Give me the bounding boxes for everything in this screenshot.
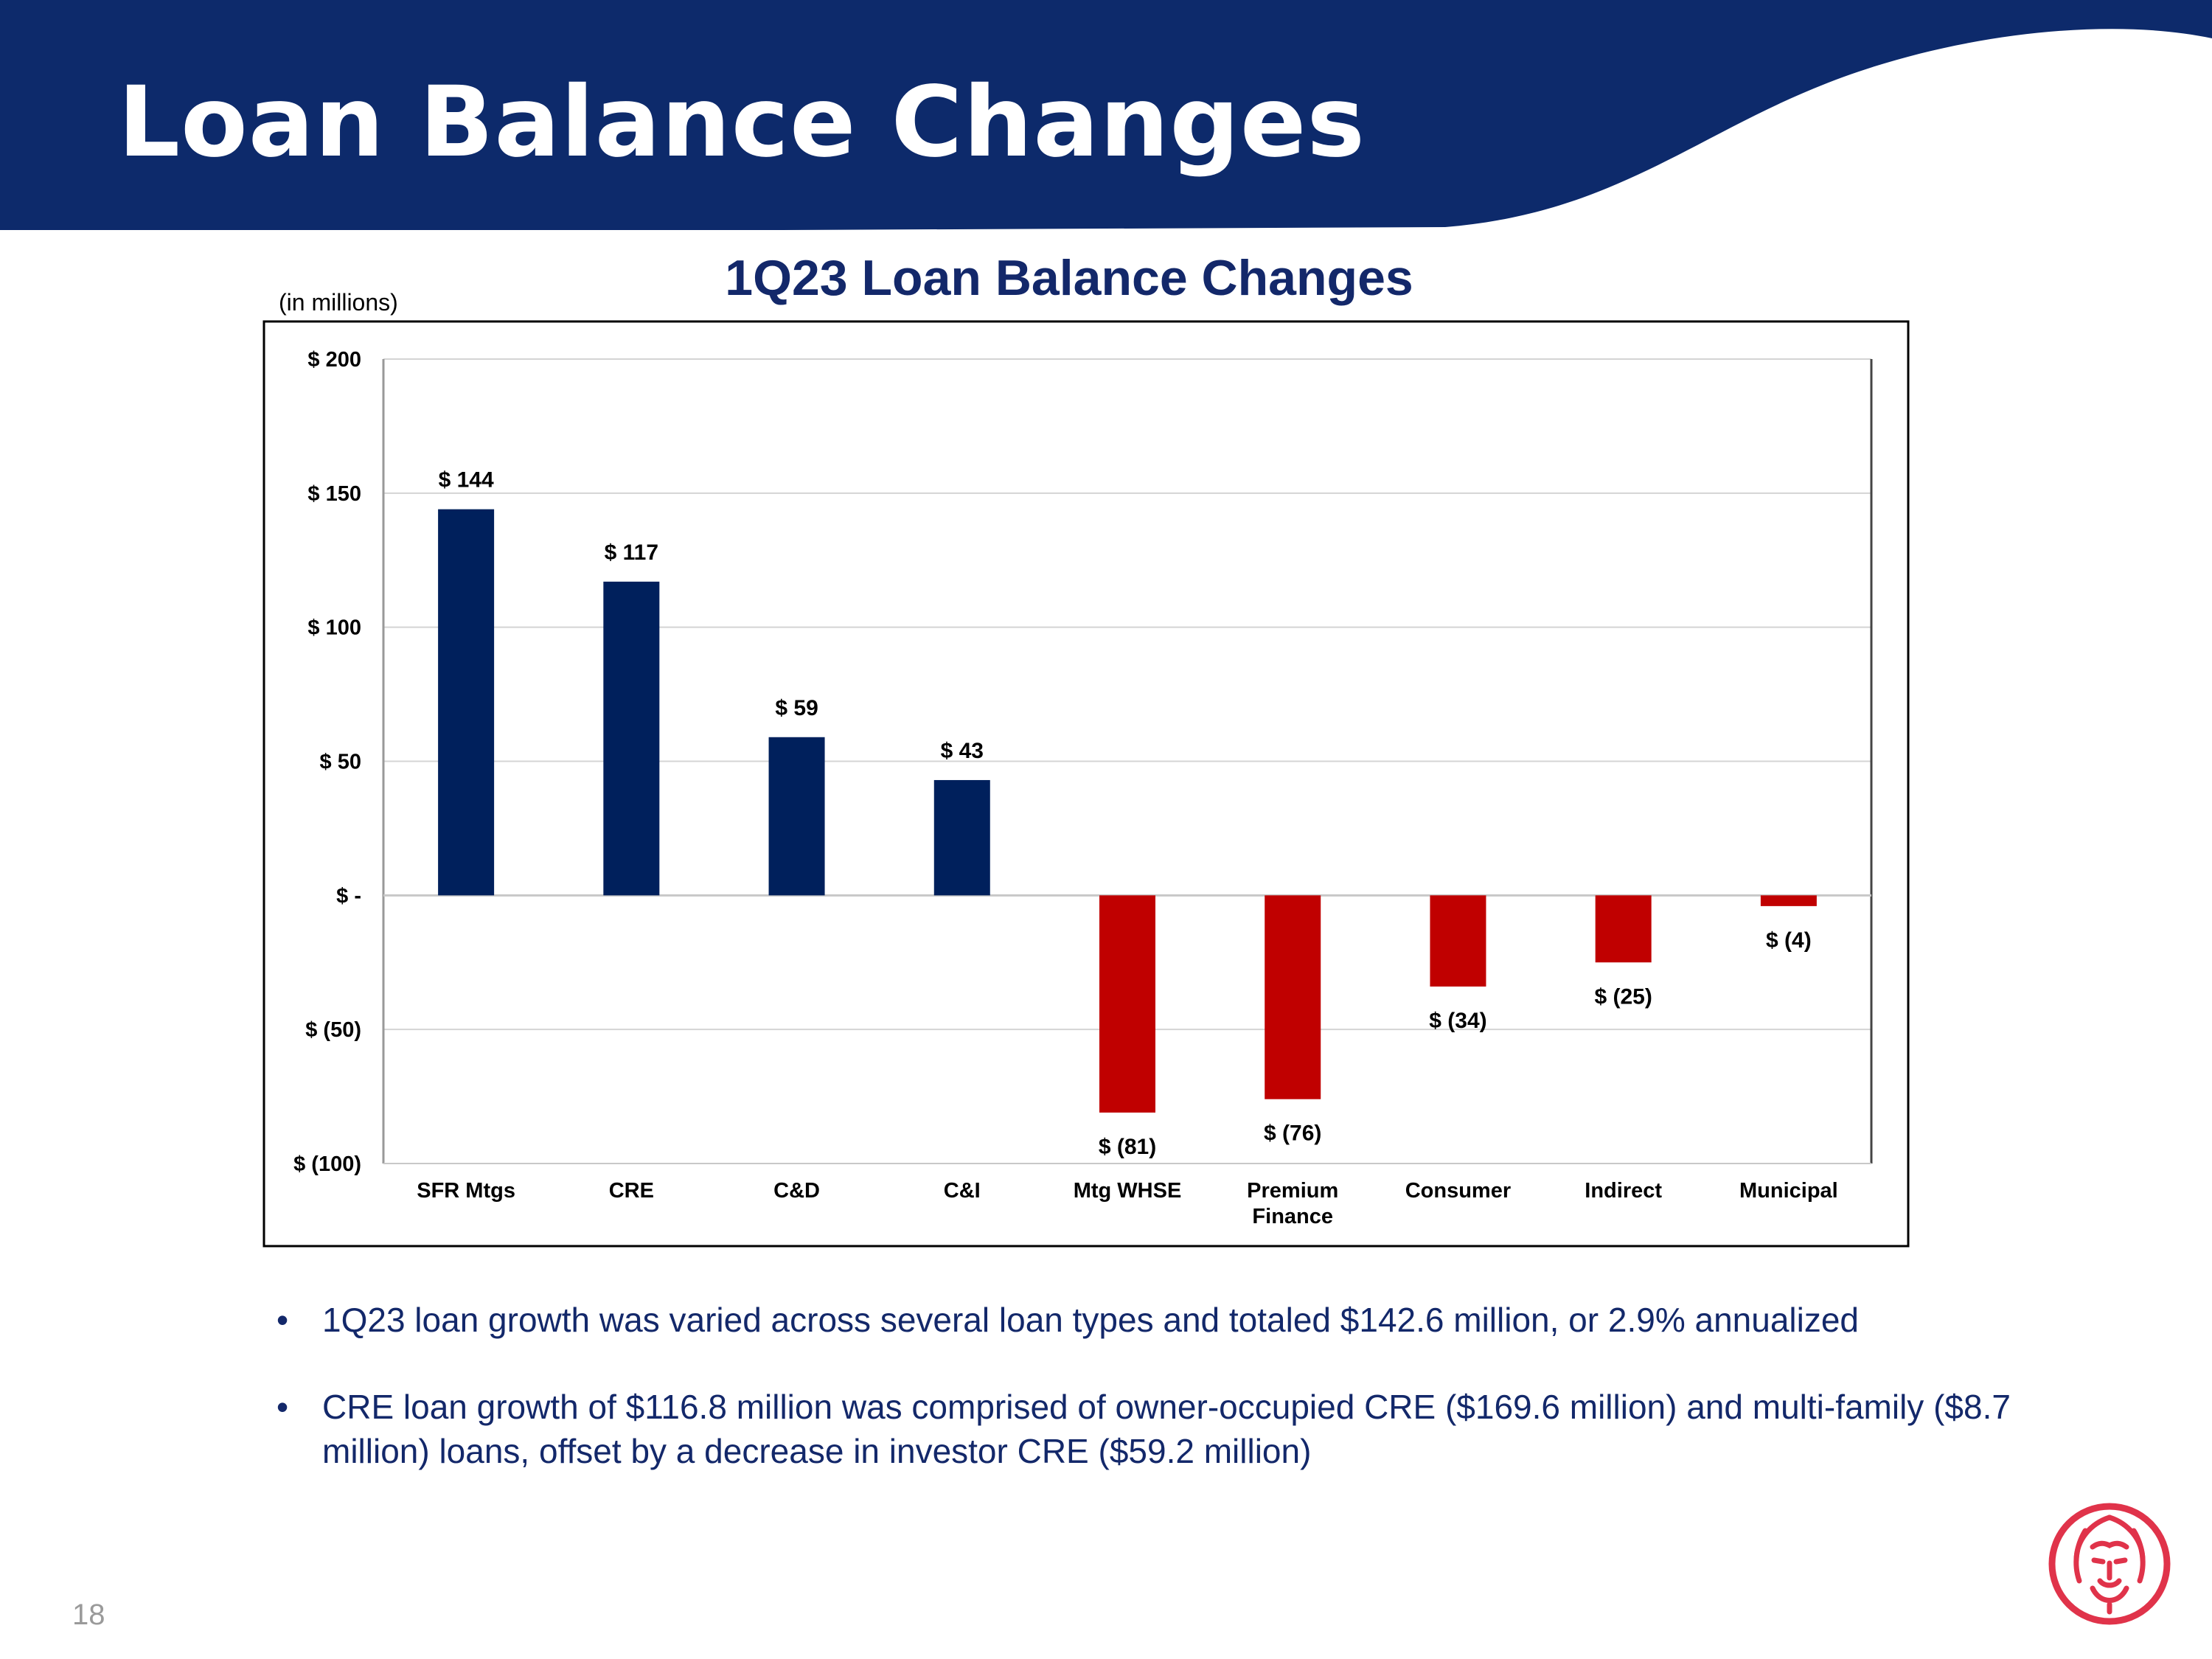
bar [933, 779, 990, 896]
x-tick-line: Consumer [1405, 1179, 1511, 1203]
bar [1760, 895, 1817, 906]
x-tick-line: C&I [944, 1179, 981, 1203]
data-label: $ 144 [439, 468, 494, 493]
bullet-text: CRE loan growth of $116.8 million was co… [322, 1388, 2011, 1470]
lion-head-icon [2048, 1503, 2171, 1625]
bars [438, 509, 1817, 1113]
x-tick-line: Finance [1252, 1205, 1333, 1228]
bullet-dot: • [276, 1301, 289, 1339]
y-tick-label: $ 150 [307, 482, 361, 506]
x-tick-line: SFR Mtgs [417, 1179, 515, 1203]
data-label: $ (76) [1264, 1121, 1321, 1146]
page-number: 18 [72, 1599, 105, 1631]
data-label: $ (34) [1429, 1009, 1486, 1033]
x-tick-line: CRE [609, 1179, 654, 1203]
bullet-item: • 1Q23 loan growth was varied across seve… [276, 1298, 2046, 1342]
page-title: Loan Balance Changes [118, 66, 1366, 179]
bar [1265, 895, 1321, 1099]
labels: $ 200 $ 150 $ 100 $ 50 $ - $ (50) $ (100) $ 144… [293, 348, 1838, 1228]
x-tick-line: Premium [1247, 1179, 1338, 1203]
x-tick-label: C&I [944, 1179, 981, 1203]
y-tick-label: $ (100) [293, 1152, 361, 1176]
data-label: $ 59 [775, 696, 818, 720]
data-label: $ (81) [1099, 1135, 1156, 1159]
x-tick-label: Premium Finance [1247, 1179, 1338, 1228]
y-tick-label: $ 200 [307, 348, 361, 372]
x-tick-line: Municipal [1739, 1179, 1838, 1203]
bar [603, 581, 660, 896]
x-tick-label: Municipal [1739, 1179, 1838, 1203]
bar [1430, 895, 1486, 987]
x-tick-label: Mtg WHSE [1074, 1179, 1182, 1203]
bar [1099, 895, 1155, 1113]
y-tick-label: $ 100 [307, 616, 361, 640]
x-tick-label: Indirect [1585, 1179, 1662, 1203]
x-tick-line: Mtg WHSE [1074, 1179, 1182, 1203]
chart-frame [262, 320, 1910, 1248]
data-label: $ (4) [1766, 928, 1812, 953]
x-tick-label: CRE [609, 1179, 654, 1203]
y-tick-label: $ (50) [305, 1018, 361, 1042]
x-tick-label: SFR Mtgs [417, 1179, 515, 1203]
data-label: $ 43 [941, 739, 984, 763]
bullet-item: • CRE loan growth of $116.8 million was c… [276, 1385, 2046, 1473]
chart-title: 1Q23 Loan Balance Changes [725, 250, 1413, 306]
bar-chart: $ 200 $ 150 $ 100 $ 50 $ - $ (50) $ (100) $ 144… [262, 320, 1910, 1248]
header-band [0, 0, 2212, 230]
bar [1595, 895, 1652, 963]
data-label: $ 117 [605, 540, 658, 565]
x-tick-label: C&D [773, 1179, 820, 1203]
y-tick-label: $ 50 [320, 751, 361, 774]
x-tick-label: Consumer [1405, 1179, 1511, 1203]
bullet-text: 1Q23 loan growth was varied across sever… [322, 1301, 1860, 1339]
chart-unit-label: (in millions) [279, 289, 398, 316]
bullet-list: • 1Q23 loan growth was varied across seve… [276, 1298, 2046, 1516]
x-tick-line: C&D [773, 1179, 820, 1203]
bar [438, 509, 495, 896]
x-tick-line: Indirect [1585, 1179, 1662, 1203]
data-label: $ (25) [1594, 984, 1652, 1009]
y-tick-label: $ - [336, 884, 361, 908]
bar [768, 737, 825, 896]
bullet-dot: • [276, 1388, 289, 1426]
